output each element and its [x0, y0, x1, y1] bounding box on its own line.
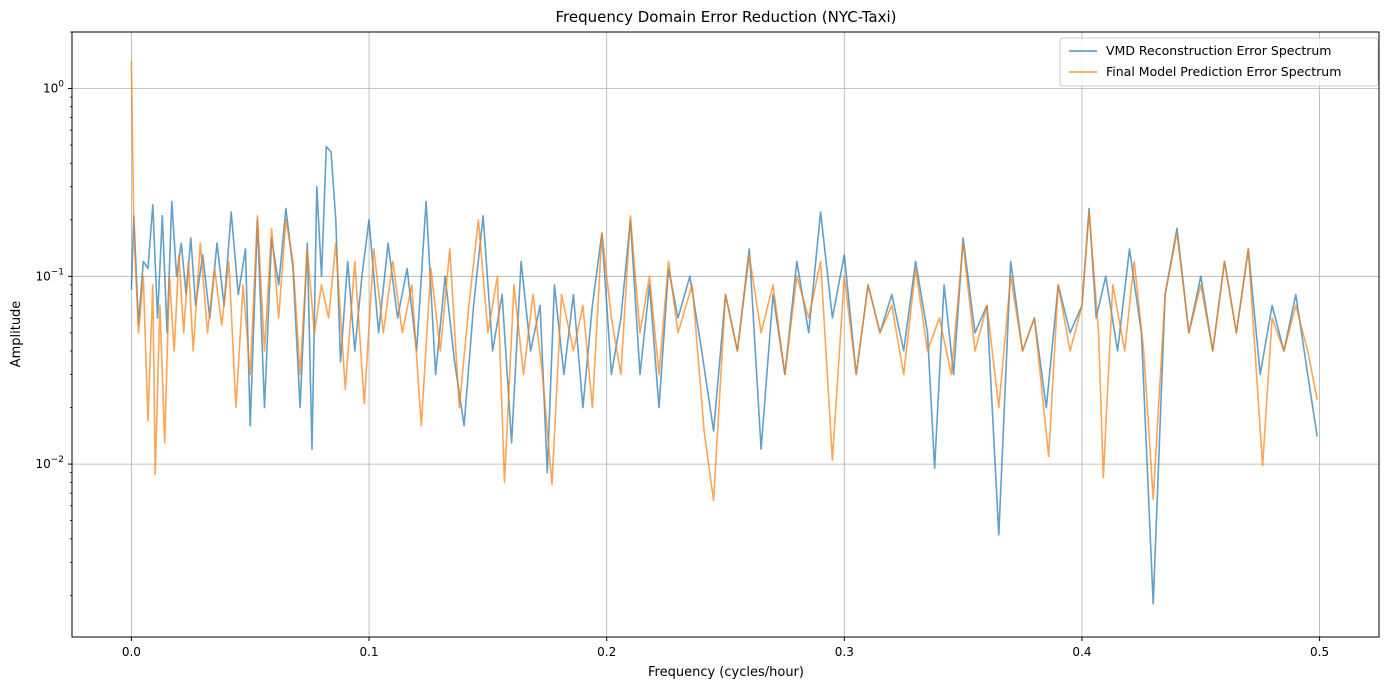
series-line-1: [130, 61, 1318, 502]
y-tick-label: 10−2: [35, 455, 64, 471]
gridlines: [72, 32, 1379, 637]
legend-label-final-model: Final Model Prediction Error Spectrum: [1106, 64, 1341, 79]
x-tick-label: 0.2: [597, 645, 616, 659]
x-tick-label: 0.1: [359, 645, 378, 659]
x-tick-label: 0.0: [122, 645, 141, 659]
series-lines: [130, 61, 1318, 605]
y-tick-label: 10−1: [35, 267, 64, 283]
series-line-0: [130, 145, 1318, 605]
x-tick-label: 0.5: [1310, 645, 1329, 659]
y-axis-label: Amplitude: [9, 301, 24, 368]
legend-box: [1059, 37, 1379, 87]
axis-ticks: 0.0 0.1 0.2 0.3 0.4 0.5 10−2 10−1 100: [35, 31, 1329, 659]
x-tick-label: 0.3: [835, 645, 854, 659]
legend-label-vmd: VMD Reconstruction Error Spectrum: [1106, 43, 1331, 58]
x-tick-label: 0.4: [1072, 645, 1091, 659]
legend: VMD Reconstruction Error Spectrum Final …: [1059, 37, 1379, 87]
y-tick-label: 100: [43, 80, 64, 96]
chart-title: Frequency Domain Error Reduction (NYC-Ta…: [555, 8, 896, 26]
plot-frame: [71, 31, 1380, 638]
x-axis-label: Frequency (cycles/hour): [648, 665, 804, 680]
